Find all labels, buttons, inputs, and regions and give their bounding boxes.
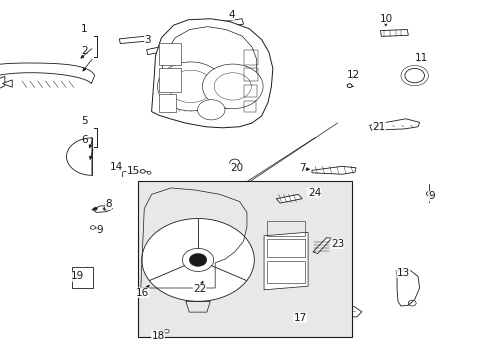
Text: 1: 1 bbox=[81, 24, 87, 34]
Bar bbox=[159, 68, 181, 92]
Bar bbox=[243, 101, 255, 112]
Text: 15: 15 bbox=[126, 166, 140, 176]
Circle shape bbox=[157, 62, 224, 111]
Text: 10: 10 bbox=[379, 14, 392, 24]
Polygon shape bbox=[264, 232, 307, 290]
Text: 13: 13 bbox=[396, 267, 409, 278]
Polygon shape bbox=[146, 47, 161, 55]
Circle shape bbox=[90, 226, 95, 229]
Polygon shape bbox=[311, 166, 355, 174]
Text: 3: 3 bbox=[144, 35, 151, 45]
Bar bbox=[138, 181, 351, 337]
Polygon shape bbox=[2, 80, 12, 87]
Polygon shape bbox=[276, 194, 302, 203]
Polygon shape bbox=[0, 63, 95, 84]
Polygon shape bbox=[119, 36, 147, 44]
Bar bbox=[243, 68, 258, 81]
Text: 20: 20 bbox=[230, 163, 243, 173]
Text: 11: 11 bbox=[414, 53, 427, 63]
Circle shape bbox=[93, 207, 97, 210]
Bar bbox=[159, 94, 176, 112]
Bar bbox=[72, 267, 93, 288]
Text: 24: 24 bbox=[307, 188, 321, 198]
Polygon shape bbox=[312, 238, 331, 253]
Polygon shape bbox=[151, 19, 272, 128]
Bar bbox=[266, 239, 304, 257]
Circle shape bbox=[182, 248, 213, 271]
Text: 23: 23 bbox=[330, 239, 344, 249]
Text: 5: 5 bbox=[81, 116, 87, 126]
Polygon shape bbox=[242, 307, 361, 319]
Circle shape bbox=[103, 207, 107, 210]
Polygon shape bbox=[380, 30, 407, 36]
Text: 6: 6 bbox=[81, 135, 87, 145]
Text: 9: 9 bbox=[96, 225, 103, 235]
Bar bbox=[243, 50, 258, 65]
Circle shape bbox=[426, 192, 431, 196]
Circle shape bbox=[229, 159, 239, 166]
Circle shape bbox=[202, 64, 263, 109]
Text: 18: 18 bbox=[151, 330, 164, 341]
Circle shape bbox=[147, 171, 151, 174]
Text: 22: 22 bbox=[192, 284, 206, 294]
Circle shape bbox=[346, 84, 351, 87]
Bar bbox=[266, 221, 304, 236]
Text: 7: 7 bbox=[298, 163, 305, 174]
Text: 14: 14 bbox=[109, 162, 123, 172]
Circle shape bbox=[142, 219, 254, 301]
Polygon shape bbox=[395, 271, 419, 306]
Polygon shape bbox=[369, 119, 419, 130]
Circle shape bbox=[189, 253, 206, 266]
Circle shape bbox=[404, 68, 424, 83]
Circle shape bbox=[164, 329, 169, 333]
Bar bbox=[159, 43, 181, 65]
Text: 4: 4 bbox=[227, 10, 234, 20]
Bar bbox=[243, 85, 257, 97]
Text: 17: 17 bbox=[293, 312, 306, 323]
Bar bbox=[266, 261, 304, 283]
Circle shape bbox=[140, 170, 145, 173]
Text: 8: 8 bbox=[105, 199, 112, 210]
Polygon shape bbox=[217, 19, 243, 28]
Polygon shape bbox=[0, 76, 5, 89]
Text: 12: 12 bbox=[346, 70, 359, 80]
Text: 19: 19 bbox=[70, 271, 84, 282]
Text: 21: 21 bbox=[371, 122, 385, 132]
Text: 16: 16 bbox=[136, 288, 149, 298]
Polygon shape bbox=[92, 206, 112, 212]
Circle shape bbox=[197, 100, 224, 120]
Text: 2: 2 bbox=[81, 46, 87, 56]
Text: 9: 9 bbox=[427, 191, 434, 201]
